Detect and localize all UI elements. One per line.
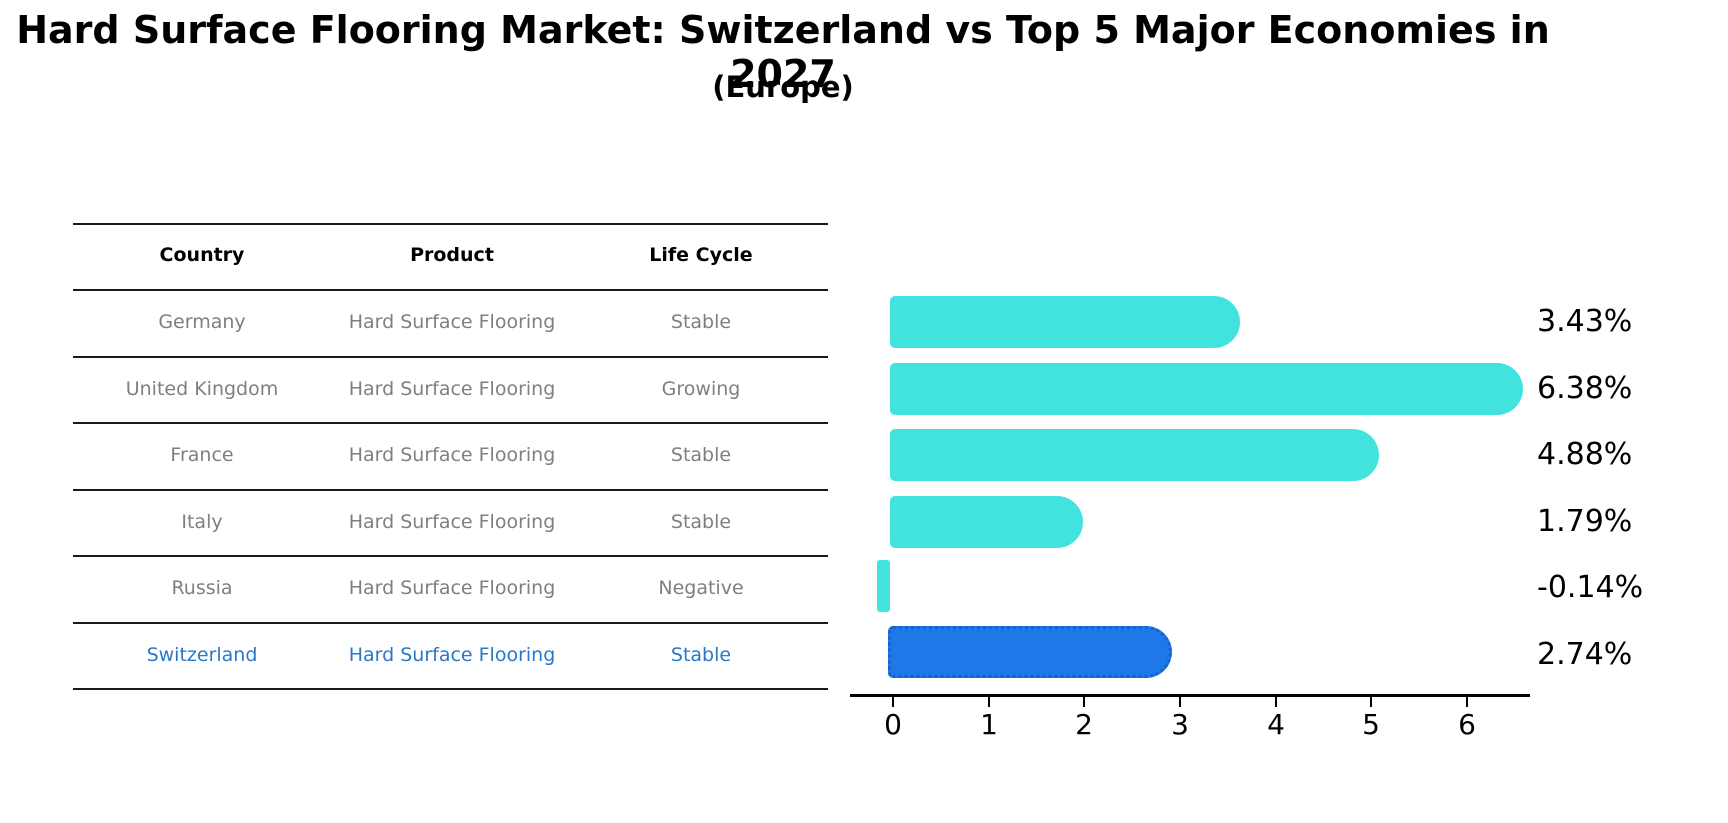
x-tick-label: 0 (884, 708, 902, 741)
x-tick-mark (988, 697, 990, 707)
cell-life-cycle: Stable (670, 444, 732, 466)
cell-product: Hard Surface Flooring (348, 311, 556, 333)
table-header-country: Country (159, 244, 245, 266)
x-tick-mark (1370, 697, 1372, 707)
cell-product: Hard Surface Flooring (348, 378, 556, 400)
x-tick-mark (1083, 697, 1085, 707)
x-axis-line (850, 694, 1530, 697)
cell-life-cycle: Stable (670, 511, 732, 533)
value-label-united-kingdom: 6.38% (1537, 371, 1633, 406)
cell-product: Hard Surface Flooring (348, 644, 556, 666)
bar-russia (876, 560, 890, 612)
cell-product: Hard Surface Flooring (348, 511, 556, 533)
x-tick-label: 3 (1171, 708, 1189, 741)
cell-life-cycle: Stable (670, 644, 732, 666)
cell-product: Hard Surface Flooring (348, 577, 556, 599)
table-row-rule (73, 422, 828, 424)
value-label-italy: 1.79% (1537, 504, 1633, 539)
x-tick-mark (1466, 697, 1468, 707)
cell-country: United Kingdom (125, 378, 279, 400)
value-label-switzerland: 2.74% (1537, 637, 1633, 672)
x-tick-label: 2 (1075, 708, 1093, 741)
cell-country: Switzerland (146, 644, 258, 666)
cell-life-cycle: Growing (661, 378, 741, 400)
table-header-rule (73, 289, 828, 291)
cell-product: Hard Surface Flooring (348, 444, 556, 466)
cell-country: Italy (181, 511, 223, 533)
x-tick-label: 1 (980, 708, 998, 741)
x-tick-label: 5 (1362, 708, 1380, 741)
table-row-rule (73, 489, 828, 491)
bar-switzerland (888, 626, 1173, 678)
cell-country: Germany (158, 311, 246, 333)
x-tick-mark (892, 697, 894, 707)
cell-country: France (170, 444, 234, 466)
x-tick-label: 4 (1267, 708, 1285, 741)
bar-united-kingdom (890, 363, 1523, 415)
page-title: Hard Surface Flooring Market: Switzerlan… (16, 8, 1550, 96)
table-bottom-rule (73, 688, 828, 690)
page-subtitle: (Europe) (712, 70, 854, 104)
bar-france (890, 429, 1380, 481)
table-header-product: Product (410, 244, 494, 266)
table-header-life-cycle: Life Cycle (649, 244, 753, 266)
x-tick-label: 6 (1458, 708, 1476, 741)
table-row-rule (73, 622, 828, 624)
bar-germany (890, 296, 1241, 348)
x-tick-mark (1275, 697, 1277, 707)
table-row-rule (73, 555, 828, 557)
table-top-rule (73, 223, 828, 225)
value-label-russia: -0.14% (1537, 570, 1644, 605)
value-label-france: 4.88% (1537, 437, 1633, 472)
value-label-germany: 3.43% (1537, 304, 1633, 339)
cell-life-cycle: Stable (670, 311, 732, 333)
cell-country: Russia (171, 577, 233, 599)
cell-life-cycle: Negative (658, 577, 744, 599)
table-row-rule (73, 356, 828, 358)
bar-italy (890, 496, 1084, 548)
x-tick-mark (1179, 697, 1181, 707)
